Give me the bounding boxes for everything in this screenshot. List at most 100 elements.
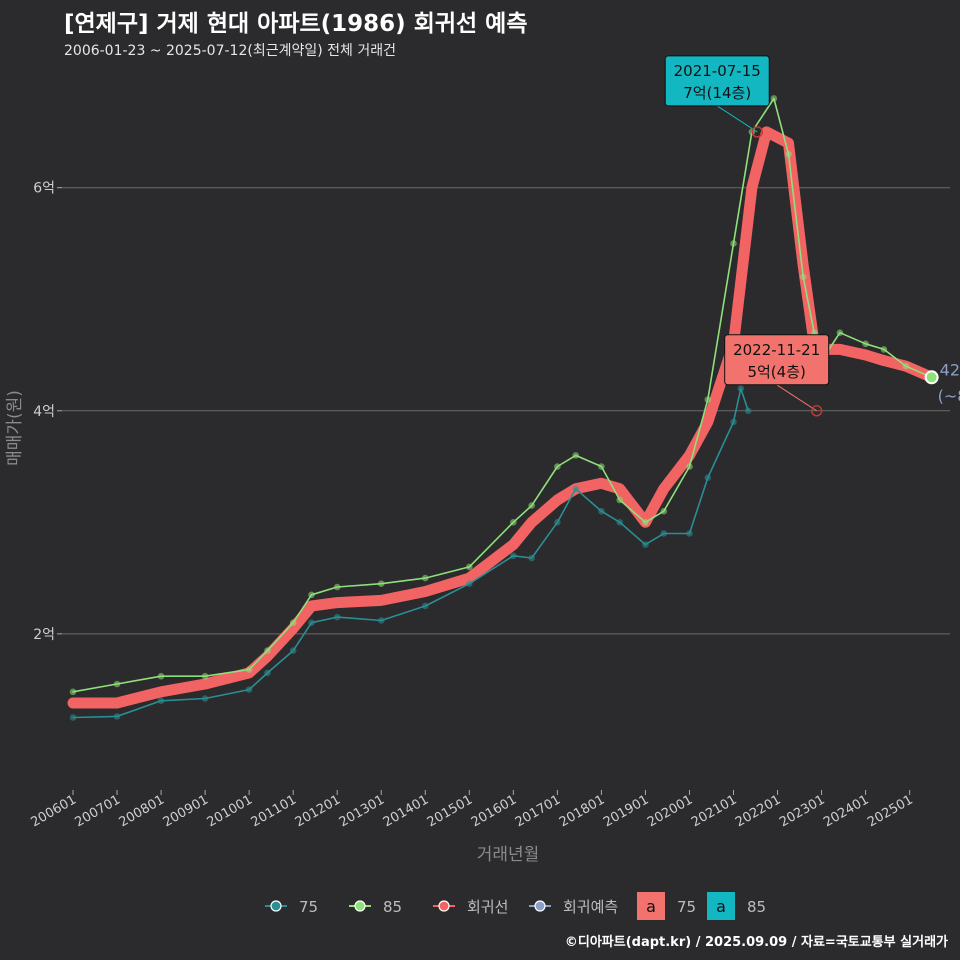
x-tick-label-201501: 201501: [425, 792, 475, 830]
legend-box-label_85: [707, 892, 735, 920]
series-line-regression: [67, 126, 938, 709]
data-point-85-20: [686, 463, 693, 470]
annotation-marker-0: [751, 126, 763, 138]
annotation-leader-0: [716, 105, 758, 133]
data-point-75-0: [69, 714, 77, 721]
prediction-unit-label: (~85㎡): [938, 386, 960, 405]
data-point-85-26: [799, 273, 807, 281]
data-point-85-14: [554, 463, 561, 470]
data-point-85-12: [510, 519, 517, 526]
data-point-85-15: [572, 452, 580, 459]
data-point-75-24: [744, 407, 752, 415]
annotation-marker-1: [810, 405, 823, 417]
data-point-85-9: [377, 580, 385, 587]
legend: 75 85 회귀선 회귀예측 a 75 a 85: [265, 892, 766, 920]
data-point-75-14: [554, 519, 561, 526]
x-axis-label: 거래년월: [477, 845, 540, 865]
x-tick-label-202501: 202501: [865, 792, 915, 830]
data-point-85-24: [770, 95, 778, 102]
data-point-75-19: [660, 530, 668, 537]
data-point-75-17: [616, 519, 624, 526]
prediction-point: [924, 370, 939, 385]
annotation-price-1: 5억(4층): [747, 363, 805, 381]
data-point-85-1: [113, 680, 121, 688]
x-tick-label-201901: 201901: [601, 792, 651, 830]
x-tick-label-201301: 201301: [337, 792, 387, 830]
x-tick-label-200801: 200801: [117, 792, 167, 830]
credit-text: ©디아파트(dapt.kr) / 2025.09.09 / 자료=국토교통부 실…: [564, 935, 948, 950]
data-point-85-5: [264, 647, 271, 654]
data-point-75-6: [289, 647, 297, 654]
x-tick-label-200901: 200901: [161, 792, 211, 830]
y-tick-label-6: 6억: [33, 181, 55, 197]
data-point-85-19: [660, 507, 668, 515]
legend-label-85: 85: [383, 898, 402, 916]
data-point-85-22: [730, 240, 737, 247]
legend-marker-prediction: [534, 900, 546, 912]
data-point-75-2: [157, 697, 165, 705]
data-point-75-12: [510, 552, 517, 560]
legend-label-prediction: 회귀예측: [563, 898, 618, 916]
prediction-value-label: 42,775: [940, 360, 960, 379]
legend-label-regression: 회귀선: [467, 898, 508, 916]
y-tick-label-2: 2억: [33, 627, 55, 643]
legend-box-label-label_75: 75: [677, 898, 696, 916]
x-tick-label-202301: 202301: [777, 792, 827, 830]
data-point-85-17: [616, 496, 624, 504]
data-point-85-18: [642, 519, 649, 526]
data-point-85-10: [421, 574, 429, 582]
data-point-85-8: [333, 583, 341, 591]
data-point-75-21: [704, 474, 712, 481]
y-tick-label-4: 4억: [33, 404, 55, 420]
x-tick-label-200701: 200701: [73, 792, 123, 830]
x-tick-label-202001: 202001: [645, 792, 695, 830]
annotation-leader-1: [776, 384, 817, 412]
data-point-85-16: [598, 463, 605, 470]
y-axis-label: 매매가(원): [5, 390, 25, 466]
x-tick-label-201701: 201701: [513, 792, 563, 830]
data-point-75-9: [377, 617, 385, 624]
chart-title: [연제구] 거제 현대 아파트(1986) 회귀선 예측: [64, 11, 528, 37]
legend-box-label_75: [637, 892, 665, 920]
data-point-75-20: [686, 530, 693, 537]
data-point-85-31: [880, 346, 888, 353]
legend-marker-85: [354, 900, 366, 912]
legend-box-label-label_85: 85: [747, 898, 766, 916]
data-point-75-7: [308, 619, 315, 626]
x-tick-label-201601: 201601: [469, 792, 519, 830]
annotation-date-1: 2022-11-21: [733, 341, 820, 359]
x-tick-label-201201: 201201: [293, 792, 343, 830]
series-lines: [67, 95, 939, 721]
data-point-85-30: [862, 340, 869, 348]
grid-lines: [62, 187, 950, 635]
data-point-75-18: [642, 541, 649, 548]
annotation-box-0: [664, 55, 770, 107]
data-point-75-15: [572, 485, 580, 493]
data-point-75-1: [113, 713, 121, 720]
data-point-75-16: [598, 507, 605, 515]
annotations: 2021-07-15 7억(14층) 2022-11-21 5억(4층) 42,775 (…: [664, 55, 960, 417]
data-point-85-0: [69, 688, 77, 696]
data-point-75-13: [528, 554, 535, 562]
data-point-75-23: [737, 385, 745, 392]
data-point-75-10: [421, 602, 429, 610]
series-line-75: [72, 387, 749, 719]
legend-box-glyph-label_85: a: [716, 897, 726, 916]
data-point-85-3: [201, 672, 209, 680]
data-point-75-3: [201, 695, 209, 702]
x-tick-label-201001: 201001: [205, 792, 255, 830]
legend-marker-regression: [438, 900, 450, 912]
data-point-85-21: [704, 396, 712, 403]
data-point-85-29: [836, 329, 844, 336]
annotation-box-1: [724, 334, 830, 386]
legend-marker-75: [270, 900, 282, 912]
legend-label-75: 75: [299, 898, 318, 916]
data-point-85-7: [308, 591, 315, 599]
y-axis-ticks: 2억 4억 6억: [33, 181, 62, 643]
data-point-75-4: [245, 686, 253, 693]
x-tick-label-202401: 202401: [821, 792, 871, 830]
data-point-75-22: [730, 418, 737, 426]
data-point-85-6: [289, 619, 297, 626]
data-point-85-13: [528, 502, 535, 509]
